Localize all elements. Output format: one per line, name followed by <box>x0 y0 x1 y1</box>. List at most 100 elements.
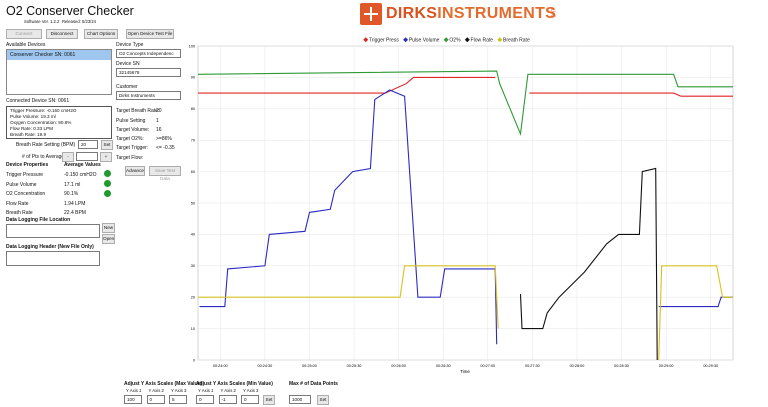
customer-input[interactable]: Dirks Instruments <box>116 91 181 100</box>
properties-header: Average Values <box>64 162 101 168</box>
legend-label: Trigger Press <box>369 38 399 44</box>
x-tick-label: 00:25:30 <box>347 364 362 368</box>
property-value: 22.4 BPM <box>64 210 86 217</box>
property-value: -0.150 cmH2O <box>64 172 97 178</box>
device-type-label: Device Type <box>116 42 144 48</box>
devices-label: Available Devices <box>6 42 46 48</box>
log-location-input[interactable] <box>6 224 100 238</box>
average-input[interactable] <box>76 152 98 161</box>
advance-button[interactable]: Advance <box>125 166 145 176</box>
legend-label: Pulse Volume <box>409 38 440 44</box>
save-button[interactable]: Save Test Data <box>149 166 181 181</box>
points-input[interactable]: 1000 <box>289 395 311 404</box>
axis-input[interactable]: 0 <box>241 395 259 404</box>
legend-marker <box>363 37 369 43</box>
properties-header: Device Properties <box>6 162 49 168</box>
live-line: Pulse Volume: 19.3 ml <box>10 114 56 119</box>
open-button[interactable]: Open <box>102 234 115 244</box>
breath-set-button[interactable]: Set <box>101 140 113 150</box>
average-plus[interactable]: + <box>100 152 112 162</box>
target-value: <= -0.35 <box>156 145 175 151</box>
target-value: 1 <box>156 118 159 124</box>
release-date: Released: 5/23/24 <box>62 19 96 24</box>
y-tick-label: 0 <box>193 358 195 362</box>
live-line: Oxygen Concentration: 90.8% <box>10 120 72 125</box>
logo-icon <box>360 3 382 25</box>
logo-brand2: INSTRUMENTS <box>437 5 557 22</box>
points-set-button[interactable]: Set <box>317 395 329 405</box>
open-file-button[interactable]: Open Device Test File <box>126 29 174 39</box>
y-tick-label: 30 <box>191 264 195 268</box>
axis-label: Y Axis 1 <box>126 388 142 393</box>
axis-label: Y Axis 3 <box>171 388 187 393</box>
scale-set-button[interactable]: Set <box>263 395 275 405</box>
property-name: Pulse Volume <box>6 181 37 188</box>
axis-input[interactable]: 5 <box>169 395 187 404</box>
y-tick-label: 80 <box>191 107 195 111</box>
axis-input[interactable]: 0 <box>146 395 165 404</box>
live-line: Trigger Pressure: -0.150 cmH2O <box>10 108 77 113</box>
log-header-label: Data Logging Header (New File Only) <box>6 244 94 250</box>
axis-label: Y Axis 2 <box>220 388 236 393</box>
legend-label: O2% <box>449 38 461 44</box>
breath-setting-input[interactable]: 20 <box>78 140 98 149</box>
check-icon <box>104 180 111 187</box>
axis-input[interactable]: 100 <box>124 395 142 404</box>
legend-marker <box>497 37 503 43</box>
axis-label: Y Axis 3 <box>243 388 259 393</box>
device-type-select[interactable]: O2 Concepts Independenc <box>116 49 181 58</box>
logo-brand1: DIRKS <box>386 5 438 22</box>
target-label: Target O2%: <box>116 136 144 142</box>
device-sn-label: Device SN <box>116 61 140 67</box>
x-tick-label: 00:28:30 <box>614 364 629 368</box>
target-value: 20 <box>156 108 162 114</box>
property-value: 1.94 LPM <box>64 200 86 207</box>
log-location-label: Data Logging File Location <box>6 217 71 223</box>
live-line: Flow Rate: 0.33 LPM <box>10 126 53 131</box>
series-line <box>519 167 658 361</box>
new-button[interactable]: New <box>102 223 115 233</box>
connect-button[interactable]: Connect <box>6 29 42 39</box>
property-value: 17.1 ml <box>64 181 81 188</box>
target-label: Pulse Setting <box>116 118 146 124</box>
series-line <box>197 70 733 137</box>
x-tick-label: 00:27:00 <box>480 364 495 368</box>
software-version: Software Ver. 1.2.2 <box>24 19 60 24</box>
legend-label: Breath Rate <box>503 38 530 44</box>
x-tick-label: 00:25:00 <box>302 364 317 368</box>
x-tick-label: 00:26:00 <box>391 364 406 368</box>
points-label: Max # of Data Points <box>289 381 338 387</box>
connected-device: Connected Device SN: 0061 <box>6 98 70 104</box>
target-label: Target Breath Rate: <box>116 108 160 114</box>
legend-label: Flow Rate <box>471 38 494 44</box>
target-value: >=86% <box>156 136 172 142</box>
average-label: # of Pts to Average: <box>22 154 66 160</box>
x-axis-label: Time <box>460 369 470 374</box>
target-label: Target Trigger: <box>116 145 149 151</box>
axis-input[interactable]: -1 <box>218 395 237 404</box>
chart-options-button[interactable]: Chart Options <box>84 29 118 39</box>
y-tick-label: 10 <box>191 327 195 331</box>
log-header-input[interactable] <box>6 251 100 266</box>
x-tick-label: 00:27:30 <box>525 364 540 368</box>
x-tick-label: 00:24:00 <box>213 364 228 368</box>
y-tick-label: 40 <box>191 233 195 237</box>
device-item[interactable]: Conserver Checker SN: 0061 <box>7 50 111 60</box>
average-minus[interactable]: - <box>62 152 74 162</box>
customer-label: Customer <box>116 84 138 90</box>
y-tick-label: 60 <box>191 170 195 174</box>
breath-setting-label: Breath Rate Setting (BPM) <box>16 142 76 148</box>
app-title: O2 Conserver Checker <box>6 4 134 18</box>
logo-suffix: LLC <box>549 8 556 18</box>
axis-input[interactable]: 0 <box>196 395 214 404</box>
live-readings: Trigger Pressure: -0.150 cmH2O Pulse Vol… <box>6 106 112 139</box>
logo-text: DIRKSINSTRUMENTS <box>386 5 556 23</box>
y-tick-label: 90 <box>191 76 195 80</box>
property-value: 90.1% <box>64 191 79 198</box>
live-line: Breath Rate: 19.9 <box>10 132 47 137</box>
y-tick-label: 50 <box>191 201 195 205</box>
disconnect-button[interactable]: Disconnect <box>46 29 78 39</box>
device-sn-input[interactable]: 32145678 <box>116 68 181 77</box>
